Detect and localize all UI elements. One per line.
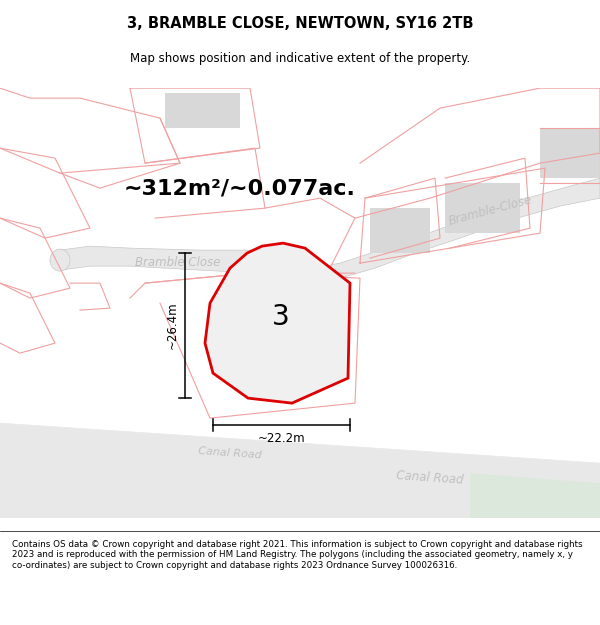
Text: ~26.4m: ~26.4m (166, 302, 179, 349)
Polygon shape (445, 183, 520, 233)
Ellipse shape (50, 249, 70, 271)
Text: 3: 3 (272, 302, 290, 331)
Polygon shape (370, 208, 430, 253)
Text: Canal Road: Canal Road (198, 446, 262, 461)
Polygon shape (305, 178, 600, 283)
Text: Bramble Close: Bramble Close (135, 256, 221, 269)
Text: Bramble‑Close: Bramble‑Close (447, 192, 533, 228)
Polygon shape (165, 93, 240, 128)
Text: Canal Road: Canal Road (396, 469, 464, 487)
Text: Map shows position and indicative extent of the property.: Map shows position and indicative extent… (130, 52, 470, 65)
Text: Contains OS data © Crown copyright and database right 2021. This information is : Contains OS data © Crown copyright and d… (12, 540, 583, 569)
Polygon shape (470, 473, 600, 518)
Polygon shape (205, 243, 350, 403)
Text: 3, BRAMBLE CLOSE, NEWTOWN, SY16 2TB: 3, BRAMBLE CLOSE, NEWTOWN, SY16 2TB (127, 16, 473, 31)
Text: ~312m²/~0.077ac.: ~312m²/~0.077ac. (124, 178, 356, 198)
Polygon shape (0, 423, 600, 518)
Polygon shape (50, 246, 315, 273)
Text: ~22.2m: ~22.2m (257, 432, 305, 444)
Polygon shape (540, 128, 600, 178)
